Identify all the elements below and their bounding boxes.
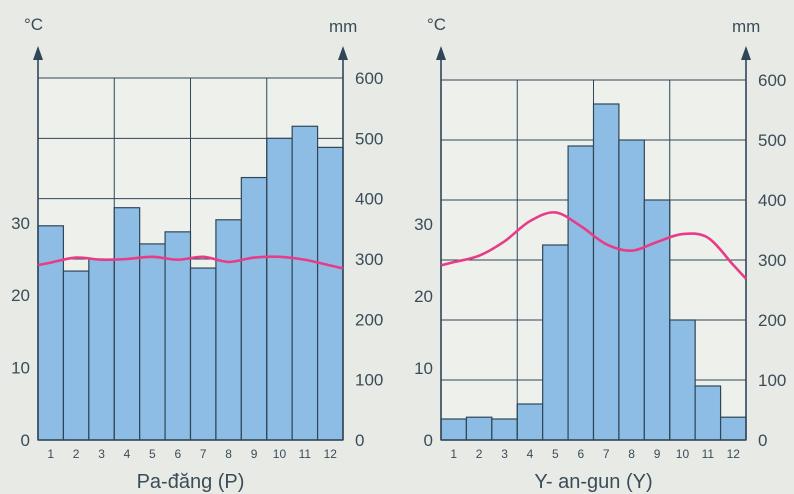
- temperature-unit-label: °C: [427, 15, 446, 34]
- month-tick-label: 12: [324, 447, 338, 461]
- rainfall-tick-label: 600: [758, 71, 786, 90]
- month-tick-label: 9: [251, 447, 258, 461]
- month-tick-label: 2: [476, 447, 483, 461]
- rainfall-tick-label: 200: [758, 311, 786, 330]
- month-tick-label: 5: [149, 447, 156, 461]
- month-tick-label: 6: [174, 447, 181, 461]
- month-tick-label: 1: [47, 447, 54, 461]
- temperature-line: [37, 255, 344, 270]
- temperature-tick-label: 10: [414, 359, 433, 378]
- rainfall-tick-label: 0: [355, 431, 364, 450]
- rain-bar: [592, 103, 620, 441]
- rainfall-tick-label: 300: [355, 250, 383, 269]
- rain-bar: [465, 416, 493, 441]
- temperature-tick-label: 20: [414, 287, 433, 306]
- temperature-axis-arrow: [436, 46, 446, 60]
- month-tick-label: 5: [552, 447, 559, 461]
- rain-bar: [567, 145, 595, 441]
- rain-bar: [694, 385, 722, 441]
- rain-bar: [266, 137, 293, 441]
- rain-bar: [291, 125, 319, 441]
- month-tick-label: 7: [603, 447, 610, 461]
- month-tick-label: 3: [98, 447, 105, 461]
- month-tick-label: 1: [450, 447, 457, 461]
- temperature-line: [440, 211, 747, 280]
- rainfall-tick-label: 100: [355, 371, 383, 390]
- rainfall-tick-label: 500: [758, 131, 786, 150]
- month-tick-label: 4: [527, 447, 534, 461]
- rain-bar: [240, 176, 268, 441]
- rain-bar: [491, 418, 518, 441]
- rainfall-axis-arrow: [741, 46, 751, 60]
- rain-bar: [618, 139, 645, 441]
- month-tick-label: 6: [577, 447, 584, 461]
- rain-bar: [516, 403, 544, 441]
- rainfall-tick-label: 400: [758, 191, 786, 210]
- temperature-tick-label: 10: [11, 359, 30, 378]
- temperature-axis-arrow: [33, 46, 43, 60]
- month-tick-label: 8: [225, 447, 232, 461]
- month-tick-label: 4: [124, 447, 131, 461]
- temperature-tick-label: 0: [424, 431, 433, 450]
- rainfall-tick-label: 100: [758, 371, 786, 390]
- month-tick-label: 10: [676, 447, 690, 461]
- rain-bar: [669, 319, 696, 441]
- temperature-tick-label: 30: [11, 214, 30, 233]
- rain-bar: [189, 267, 217, 441]
- rainfall-tick-label: 0: [758, 431, 767, 450]
- month-tick-label: 11: [299, 447, 312, 461]
- month-tick-label: 12: [727, 447, 741, 461]
- rain-bar: [719, 416, 747, 441]
- rain-bar: [113, 207, 141, 441]
- month-tick-label: 3: [501, 447, 508, 461]
- rainfall-tick-label: 600: [355, 69, 383, 88]
- station-title: Pa-đăng (P): [137, 471, 245, 493]
- rainfall-unit-label: mm: [732, 17, 760, 36]
- temperature-tick-label: 20: [11, 286, 30, 305]
- month-tick-label: 10: [273, 447, 287, 461]
- month-tick-label: 9: [654, 447, 661, 461]
- month-tick-label: 8: [628, 447, 635, 461]
- rainfall-unit-label: mm: [329, 17, 357, 36]
- station-title: Y- an-gun (Y): [534, 471, 652, 493]
- temperature-tick-label: 0: [21, 431, 30, 450]
- rain-bar: [440, 418, 468, 441]
- rainfall-tick-label: 200: [355, 310, 383, 329]
- rainfall-tick-label: 400: [355, 190, 383, 209]
- rainfall-tick-label: 500: [355, 129, 383, 148]
- month-tick-label: 11: [702, 447, 715, 461]
- rain-bar: [37, 225, 65, 441]
- rain-bar: [62, 270, 90, 441]
- rainfall-axis-arrow: [338, 46, 348, 60]
- rain-bar: [542, 244, 569, 441]
- rain-bar: [139, 243, 166, 441]
- rain-bar: [164, 231, 192, 441]
- rain-bar: [88, 258, 115, 441]
- rain-bar: [215, 219, 242, 441]
- month-tick-label: 7: [200, 447, 207, 461]
- rainfall-tick-label: 300: [758, 251, 786, 270]
- temperature-unit-label: °C: [24, 15, 43, 34]
- month-tick-label: 2: [73, 447, 80, 461]
- rain-bar: [643, 199, 671, 441]
- temperature-tick-label: 30: [414, 215, 433, 234]
- rain-bar: [316, 146, 344, 441]
